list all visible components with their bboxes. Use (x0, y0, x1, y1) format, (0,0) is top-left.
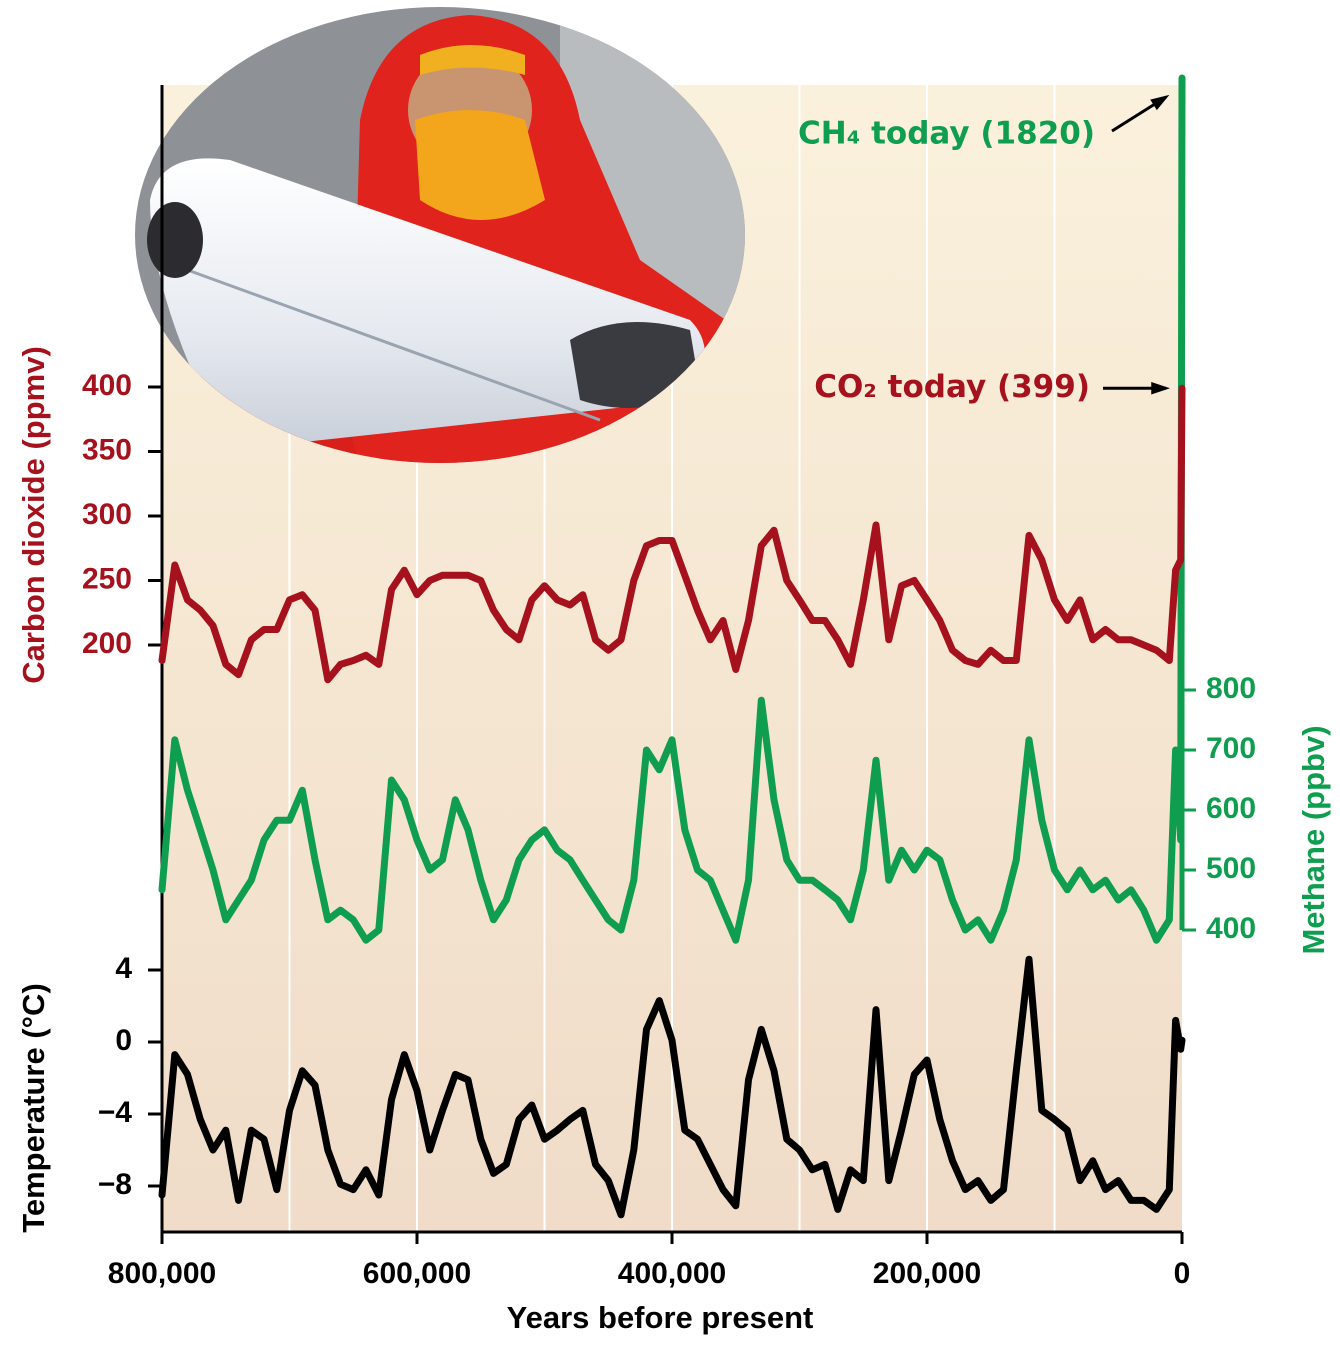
y-tick-label: 350 (82, 433, 132, 466)
y-tick-label: 300 (82, 498, 132, 531)
y-tick-label: 250 (82, 562, 132, 595)
y-tick-label: 600 (1206, 792, 1256, 825)
annotation: CH₄ today (1820) (798, 116, 1095, 152)
annotation: CO₂ today (399) (814, 369, 1090, 405)
x-tick-label: 400,000 (618, 1257, 726, 1290)
x-tick-label: 600,000 (363, 1257, 471, 1290)
y-axis-title: Carbon dioxide (ppmv) (16, 346, 51, 684)
photo (135, 7, 745, 463)
y-tick-label: 700 (1206, 732, 1256, 765)
y-tick-label: 400 (1206, 912, 1256, 945)
y-tick-label: 400 (82, 369, 132, 402)
annotation-arrowhead (1151, 382, 1170, 395)
y-tick-label: 500 (1206, 852, 1256, 885)
y-tick-label: 200 (82, 627, 132, 660)
y-tick-label: −4 (98, 1096, 133, 1129)
y-tick-label: 0 (115, 1024, 132, 1057)
y-axis-title: Methane (ppbv) (1296, 725, 1331, 954)
series-line (158, 955, 1186, 1219)
x-tick-label: 200,000 (873, 1257, 981, 1290)
annotation-arrowhead (1150, 94, 1170, 111)
x-tick-label: 800,000 (108, 1257, 216, 1290)
series-line (158, 384, 1186, 684)
x-axis-title: Years before present (507, 1300, 814, 1335)
series-line (158, 74, 1186, 944)
y-tick-label: 4 (115, 952, 132, 985)
y-tick-label: −8 (98, 1168, 132, 1201)
y-axis-title: Temperature (°C) (16, 983, 51, 1233)
y-tick-label: 800 (1206, 672, 1256, 705)
x-tick-label: 0 (1174, 1257, 1191, 1290)
